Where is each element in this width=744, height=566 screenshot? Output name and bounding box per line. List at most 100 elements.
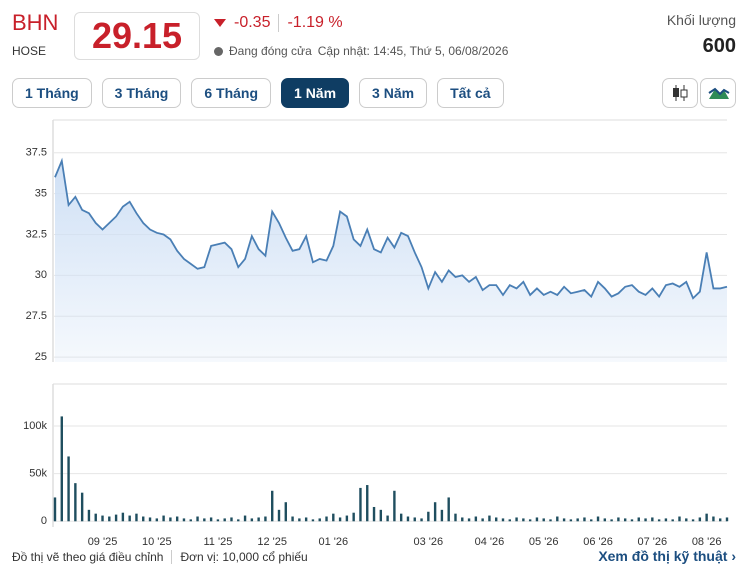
volume-bar [372,506,376,522]
volume-bar [651,517,654,522]
volume-bar [250,518,254,522]
volume-bar [481,518,484,522]
volume-bar [508,519,511,522]
volume-bar [515,517,518,522]
separator [171,550,173,564]
y-tick-label: 30 [35,269,47,281]
volume-bar [657,519,661,522]
volume-bar [318,518,321,522]
volume-bar [203,518,206,522]
volume-bar [135,513,138,522]
volume-bar [142,516,145,522]
volume-bar [406,516,410,522]
down-arrow [214,19,226,27]
volume-bar [338,517,342,522]
range-button[interactable]: 3 Tháng [101,78,182,108]
volume-bar [433,502,437,522]
volume-bar [725,517,729,522]
change: -0.35 [234,14,271,31]
volume-bar [223,518,226,522]
volume-bar [277,509,281,522]
volume-bar [427,511,430,522]
volume-label: Khối lượng [666,12,736,28]
volume-bar [237,519,240,522]
volume-bar [556,516,559,522]
volume-bar [501,518,505,522]
volume-bar [311,519,315,522]
volume-bar [101,515,104,522]
y-tick-label: 37.5 [26,147,47,159]
volume-bar [332,513,335,522]
volume-bar [366,485,369,522]
volume-bar [664,518,668,522]
volume-bar [257,517,260,522]
volume-bar [196,516,199,522]
volume-bar [243,515,247,522]
volume-bar [535,517,539,522]
volume-bar [691,519,695,522]
volume-bar [461,517,464,522]
volume-bar [80,492,84,522]
y-tick-label: 35 [35,187,47,199]
volume-bar [454,513,457,522]
candle-button[interactable] [662,78,698,108]
y-tick-label: 50k [29,468,47,480]
volume-bar [576,518,579,522]
x-tick-label: 04 '26 [475,536,505,548]
volume-bar [304,517,308,522]
x-tick-label: 09 '25 [88,536,118,548]
y-tick-label: 100k [23,420,47,432]
volume-bar [596,516,600,522]
technical-link-text[interactable]: Xem đồ thị kỹ thuật [598,548,728,564]
volume-bar [549,519,552,522]
volume-bar [359,487,362,522]
x-tick-label: 01 '26 [318,536,348,548]
volume-bar [94,513,97,522]
volume-bar [590,519,593,522]
volume-bar [474,516,478,522]
volume-bar [264,516,267,522]
volume-bar [114,514,118,522]
volume-bar [128,515,131,522]
volume-bar [325,516,328,522]
volume-bar [148,517,152,522]
volume-bar [610,519,613,522]
range-button[interactable]: 1 Tháng [12,78,92,108]
volume-bar [271,490,274,522]
price-area [55,160,727,362]
volume-bar [182,518,186,522]
volume-bar [698,517,702,522]
volume-bar [345,515,349,522]
status-row: Đang đóng cửa Cập nhật: 14:45, Thứ 5, 06… [214,44,508,58]
range-button[interactable]: Tất cả [437,78,504,108]
volume-bar [216,519,220,522]
volume-bar [74,483,77,522]
volume-bar [175,516,179,522]
y-tick-label: 25 [35,351,47,363]
x-tick-label: 03 '26 [414,536,444,548]
volume-bar [617,517,620,522]
volume-bar [121,512,125,522]
footer-note: Đồ thị vẽ theo giá điều chỉnh [12,550,164,564]
volume-bar [291,516,294,522]
volume-bar [447,497,450,522]
volume-bar [393,490,396,522]
price: 29.15 [74,12,200,60]
x-tick-label: 10 '25 [142,536,172,548]
x-tick-label: 05 '26 [529,536,559,548]
area-button[interactable] [700,78,736,108]
volume: 600 [702,35,736,57]
volume-bar [440,509,444,522]
range-button[interactable]: 1 Năm [281,78,350,108]
volume-bar [522,518,525,522]
volume-bar [230,517,233,522]
range-buttons: 1 Tháng 3 Tháng 6 Tháng 1 Năm 3 Năm Tất cả [12,78,504,108]
range-button[interactable]: 6 Tháng [191,78,272,108]
range-button[interactable]: 3 Năm [359,78,428,108]
y-tick-label: 32.5 [26,228,47,240]
volume-bar [671,519,674,522]
volume-bar [298,518,301,522]
technical-link[interactable]: Xem đồ thị kỹ thuật › [598,548,736,564]
area-icon [708,87,730,99]
